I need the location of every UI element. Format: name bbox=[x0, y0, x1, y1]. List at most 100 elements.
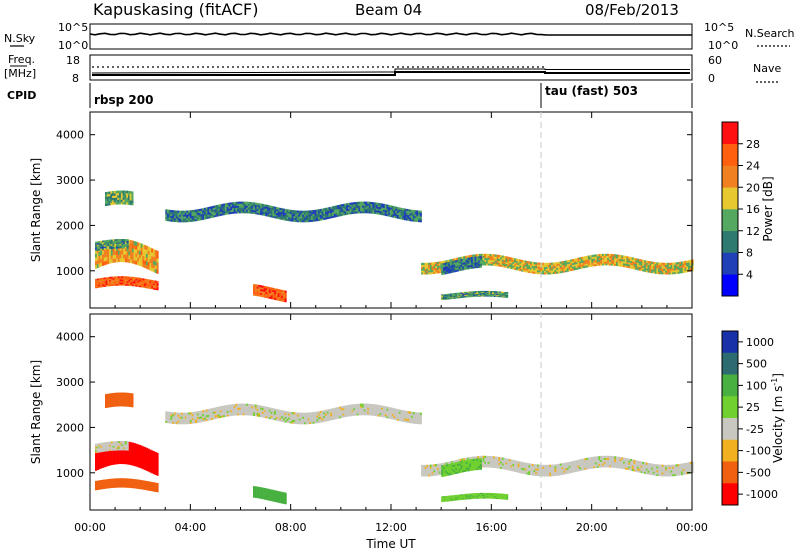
velocity-cell bbox=[405, 416, 408, 419]
velocity-cell bbox=[126, 441, 129, 443]
velocity-cell bbox=[210, 410, 213, 413]
power-cell bbox=[485, 293, 488, 295]
power-cell bbox=[524, 268, 527, 271]
power-cell bbox=[414, 219, 417, 222]
velocity-cell bbox=[316, 415, 319, 418]
velocity-cell bbox=[98, 484, 101, 487]
velocity-cell bbox=[528, 470, 531, 474]
velocity-cell bbox=[119, 448, 122, 451]
velocity-cell bbox=[167, 411, 170, 414]
power-cell bbox=[483, 293, 486, 295]
power-cell bbox=[455, 296, 458, 298]
velocity-cell bbox=[193, 411, 196, 414]
power-cell bbox=[663, 272, 666, 275]
velocity-cell bbox=[109, 444, 112, 447]
power-cell bbox=[282, 214, 285, 217]
power-cell bbox=[507, 260, 510, 263]
power-cell bbox=[640, 268, 643, 272]
power-cell bbox=[133, 244, 136, 249]
velocity-cell bbox=[265, 495, 268, 499]
velocity-cell bbox=[281, 497, 284, 500]
power-cell bbox=[98, 285, 101, 288]
velocity-cell bbox=[140, 487, 143, 490]
power-cell bbox=[114, 258, 117, 263]
power-cell bbox=[207, 207, 210, 210]
velocity-cell bbox=[144, 483, 147, 486]
velocity-cell bbox=[140, 445, 143, 450]
velocity-cell bbox=[107, 480, 110, 483]
velocity-cell bbox=[200, 418, 203, 421]
velocity-cell bbox=[323, 412, 326, 415]
power-cell bbox=[110, 284, 113, 286]
velocity-cell bbox=[487, 463, 490, 466]
power-cell bbox=[474, 292, 477, 295]
power-cell bbox=[318, 211, 321, 214]
velocity-cell bbox=[156, 484, 159, 487]
velocity-cell bbox=[109, 480, 112, 483]
velocity-cell bbox=[305, 416, 308, 419]
velocity-cell bbox=[404, 420, 407, 423]
power-cell bbox=[464, 262, 467, 265]
velocity-cell bbox=[260, 492, 263, 496]
power-cell bbox=[323, 210, 326, 213]
power-cell bbox=[291, 213, 294, 216]
power-cell bbox=[117, 279, 120, 282]
power-cell bbox=[102, 283, 105, 286]
power-cell bbox=[144, 248, 147, 253]
power-cell bbox=[689, 263, 692, 266]
power-cell bbox=[114, 247, 117, 252]
power-cell bbox=[151, 267, 154, 272]
power-cell bbox=[279, 299, 282, 302]
power-cell bbox=[580, 258, 583, 261]
power-cell bbox=[154, 285, 157, 287]
velocity-cell bbox=[286, 416, 289, 420]
power-cell bbox=[458, 265, 461, 268]
power-cell bbox=[654, 267, 657, 270]
power-cell bbox=[325, 213, 328, 216]
velocity-cell bbox=[356, 407, 359, 410]
power-cell bbox=[507, 256, 510, 259]
velocity-cell bbox=[377, 404, 380, 408]
freq-label-2: [MHz] bbox=[4, 67, 36, 80]
velocity-cell bbox=[429, 474, 432, 477]
power-cell bbox=[472, 256, 475, 259]
power-cell bbox=[428, 266, 431, 269]
velocity-cell bbox=[377, 406, 380, 409]
velocity-cell bbox=[258, 414, 261, 417]
velocity-cell bbox=[282, 412, 285, 415]
velocity-cell bbox=[149, 453, 152, 458]
power-cell bbox=[202, 208, 205, 211]
power-cell bbox=[347, 202, 350, 206]
power-cell bbox=[649, 263, 652, 266]
velocity-cell bbox=[145, 481, 148, 483]
velocity-cell bbox=[230, 413, 233, 416]
power-cell bbox=[568, 269, 571, 272]
power-cell bbox=[110, 241, 113, 243]
power-cell bbox=[137, 246, 140, 251]
power-cell bbox=[405, 218, 408, 221]
velocity-cell bbox=[124, 460, 127, 465]
velocity-cell bbox=[265, 492, 268, 495]
velocity-cell bbox=[411, 419, 414, 422]
power-cell bbox=[540, 272, 543, 275]
noise-right-label: N.Search bbox=[745, 27, 795, 40]
power-cell bbox=[100, 262, 103, 267]
power-cell bbox=[119, 239, 122, 241]
velocity-cell bbox=[411, 421, 414, 424]
power-cell bbox=[98, 279, 101, 282]
power-cell bbox=[363, 211, 366, 214]
power-cell bbox=[661, 266, 664, 269]
velocity-cell bbox=[154, 463, 157, 468]
power-cell bbox=[605, 263, 608, 266]
velocity-cell bbox=[279, 411, 282, 414]
velocity-cell bbox=[360, 409, 363, 412]
power-cell bbox=[174, 210, 177, 213]
velocity-cell bbox=[114, 448, 117, 451]
velocity-cell bbox=[409, 419, 412, 422]
power-cell bbox=[490, 291, 493, 293]
power-cell bbox=[195, 213, 198, 216]
velocity-cell bbox=[240, 403, 243, 406]
power-cell bbox=[652, 269, 655, 272]
power-cell bbox=[103, 282, 106, 284]
power-cell bbox=[542, 262, 545, 265]
